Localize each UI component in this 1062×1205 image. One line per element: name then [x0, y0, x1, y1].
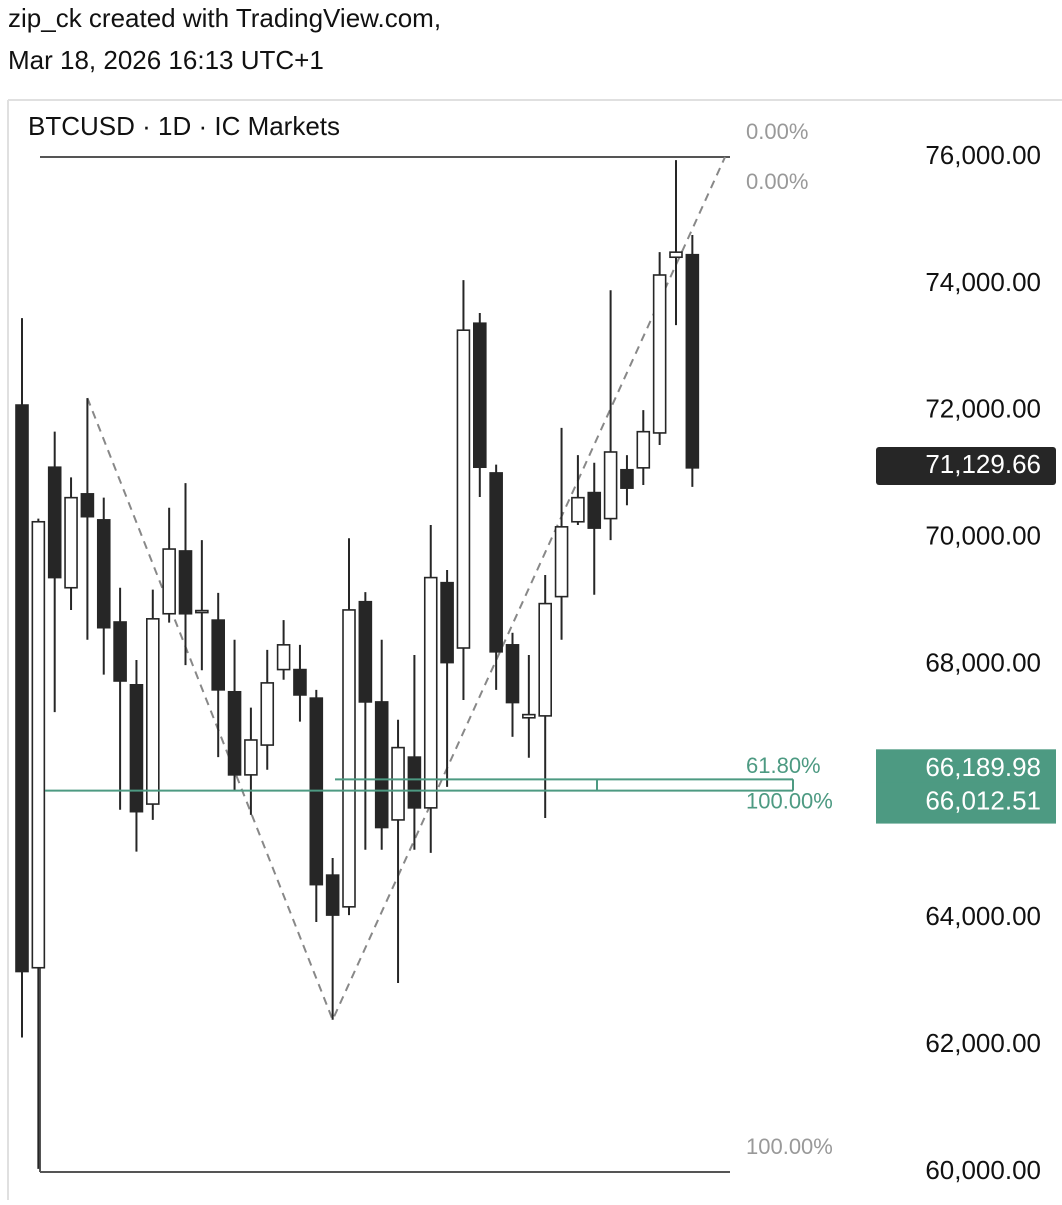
chart-title: BTCUSD · 1D · IC Markets — [28, 111, 340, 141]
candle-body — [423, 576, 438, 809]
last-price-label: 71,129.66 — [925, 449, 1041, 479]
candle-body — [162, 548, 176, 615]
header-line: Mar 18, 2026 16:13 UTC+1 — [8, 45, 324, 75]
y-tick-label: 60,000.00 — [925, 1155, 1041, 1185]
candle-body — [407, 756, 422, 809]
trend-label: 0.00% — [746, 169, 808, 194]
candle-body — [522, 713, 536, 719]
candle-body — [603, 451, 618, 520]
candle-body — [211, 619, 225, 691]
y-tick-label: 70,000.00 — [925, 521, 1041, 551]
candle-body — [96, 519, 111, 629]
y-tick-label: 74,000.00 — [925, 267, 1041, 297]
y-tick-label: 72,000.00 — [925, 394, 1041, 424]
y-tick-label: 68,000.00 — [925, 647, 1041, 677]
candle-body — [47, 466, 62, 579]
price-box-label: 66,189.98 — [925, 752, 1041, 782]
candle-body — [342, 609, 356, 908]
candle-body — [260, 682, 275, 746]
candle-body — [15, 404, 29, 973]
candle-body — [636, 430, 651, 469]
y-tick-label: 62,000.00 — [925, 1028, 1041, 1058]
y-tick-label: 76,000.00 — [925, 140, 1041, 170]
last-price-box — [876, 446, 1056, 485]
candle-body — [620, 468, 634, 489]
candle-body — [472, 322, 487, 469]
candle-body — [293, 668, 307, 696]
candle-body — [505, 644, 520, 704]
price-box-label: 66,012.51 — [925, 785, 1041, 815]
candle-body — [685, 253, 700, 469]
header-line: zip_ck created with TradingView.com, — [8, 3, 441, 33]
price-box — [876, 782, 1056, 824]
candle-body — [325, 874, 340, 916]
candle-body — [146, 618, 160, 805]
candle-body — [358, 600, 373, 703]
candle-body — [276, 644, 291, 671]
candle-body — [391, 746, 405, 821]
candle-body — [113, 621, 127, 682]
fib-green-label: 61.80% — [746, 753, 821, 778]
candle-body — [554, 526, 569, 598]
candle-body — [489, 472, 503, 653]
candle-body — [440, 581, 454, 664]
fib-label: 100.00% — [746, 1134, 833, 1159]
candle-body — [80, 493, 95, 518]
fib-label: 0.00% — [746, 119, 808, 144]
candle-body — [538, 602, 553, 717]
candle-body — [227, 690, 242, 776]
fib-green-label: 100.00% — [746, 788, 833, 813]
candle-body — [195, 609, 209, 614]
candle-body — [129, 683, 144, 813]
y-tick-label: 64,000.00 — [925, 901, 1041, 931]
candle-body — [456, 329, 471, 649]
candle-body — [31, 520, 46, 969]
candle-body — [244, 739, 258, 776]
candle-body — [571, 496, 585, 523]
candle-body — [669, 251, 683, 259]
candle-body — [652, 274, 667, 434]
candle-body — [374, 701, 389, 829]
candle-body — [587, 491, 602, 529]
candle-body — [178, 550, 193, 615]
candle-body — [64, 496, 78, 589]
